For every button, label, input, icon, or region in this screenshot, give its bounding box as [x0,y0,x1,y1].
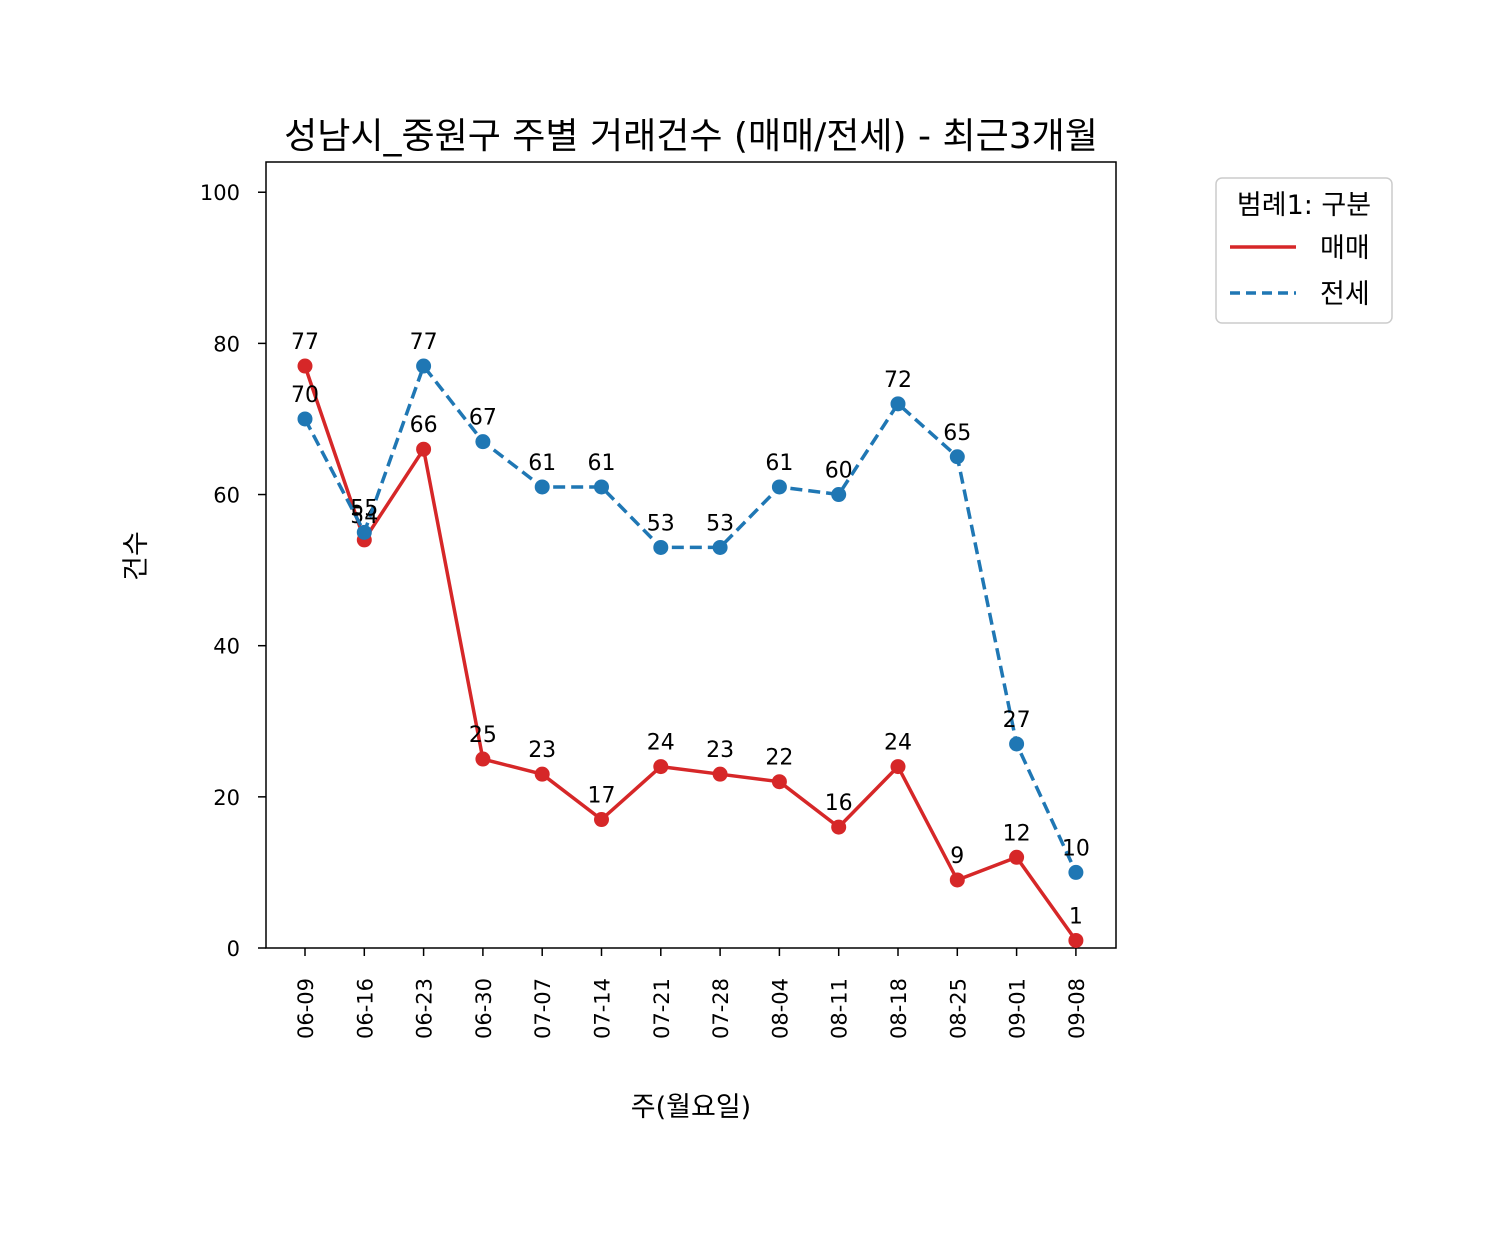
data-point [534,766,550,782]
data-point [1068,864,1084,880]
data-label: 10 [1062,836,1090,861]
y-tick-label: 80 [213,332,240,356]
y-axis-label: 건수 [121,531,152,581]
x-tick-label: 08-25 [946,978,970,1039]
data-label: 12 [1003,821,1031,846]
data-label: 23 [706,738,734,763]
data-label: 72 [884,368,912,393]
data-point [890,396,906,412]
x-axis-label: 주(월요일) [631,1092,751,1123]
data-point [653,759,669,775]
x-tick-label: 09-01 [1006,978,1030,1039]
data-point [594,479,609,495]
x-tick-label: 06-23 [413,978,437,1039]
chart-title: 성남시_중원구 주별 거래건수 (매매/전세) - 최근3개월 [284,116,1098,157]
data-point [712,539,728,555]
data-label: 70 [291,383,319,408]
data-point [356,524,372,540]
x-tick-label: 07-28 [709,978,733,1039]
data-label: 53 [647,511,675,536]
data-point [594,812,609,828]
y-tick-label: 100 [200,181,240,205]
y-tick-label: 40 [213,635,240,659]
y-tick-label: 60 [213,484,240,508]
x-tick-label: 08-04 [768,978,792,1039]
data-point [1009,849,1025,865]
data-label: 60 [825,459,853,484]
data-label: 17 [588,784,616,809]
data-label: 27 [1003,708,1031,733]
plot-area: 0 20 40 60 80 100 06-09 06-16 06-23 06-30 07-07 07-… [200,161,1117,1039]
data-label: 24 [647,731,675,756]
data-point [297,411,313,427]
data-label: 61 [765,451,793,476]
data-label: 67 [469,406,497,431]
x-tick-label: 08-18 [887,978,911,1039]
data-point [831,487,847,503]
data-point [771,479,787,495]
data-label: 65 [943,421,971,446]
data-label: 22 [765,746,793,771]
data-point [416,441,432,457]
data-label: 77 [410,330,438,355]
data-point [1068,932,1084,948]
data-point [475,751,491,767]
x-tick-label: 09-08 [1065,978,1089,1039]
legend-box [1215,177,1393,324]
y-tick-label: 0 [227,937,240,961]
x-tick-label: 07-14 [591,978,615,1039]
plot-frame [265,161,1117,949]
data-label: 61 [528,451,556,476]
legend-entry-label: 전세 [1320,279,1370,310]
data-point [475,434,491,450]
data-point [1009,736,1025,752]
data-label: 61 [588,451,616,476]
data-point [771,774,787,790]
data-point [653,539,669,555]
x-tick-label: 06-16 [353,978,377,1039]
data-label: 24 [884,731,912,756]
legend-entry-label: 매매 [1320,233,1370,264]
data-label: 77 [291,330,319,355]
data-label: 1 [1069,904,1083,929]
x-tick-label: 06-30 [472,978,496,1039]
data-point [949,449,965,465]
data-label: 16 [825,791,853,816]
data-label: 66 [410,413,438,438]
data-point [831,819,847,835]
data-point [416,358,432,374]
data-point [712,766,728,782]
y-tick-label: 20 [213,786,240,810]
x-tick-label: 06-09 [294,978,318,1039]
data-point [890,759,906,775]
series-line-1 [303,364,1078,874]
data-point [297,358,313,374]
x-tick-label: 08-11 [828,978,852,1039]
data-label: 53 [706,511,734,536]
legend-title: 범례1: 구분 [1237,190,1371,221]
data-label: 9 [950,844,964,869]
data-point [949,872,965,888]
data-point [534,479,550,495]
data-label: 55 [350,496,378,521]
data-label: 25 [469,723,497,748]
series-line-0 [303,365,1078,942]
x-tick-label: 07-07 [531,978,555,1039]
data-label: 23 [528,738,556,763]
x-tick-label: 07-21 [650,978,674,1039]
